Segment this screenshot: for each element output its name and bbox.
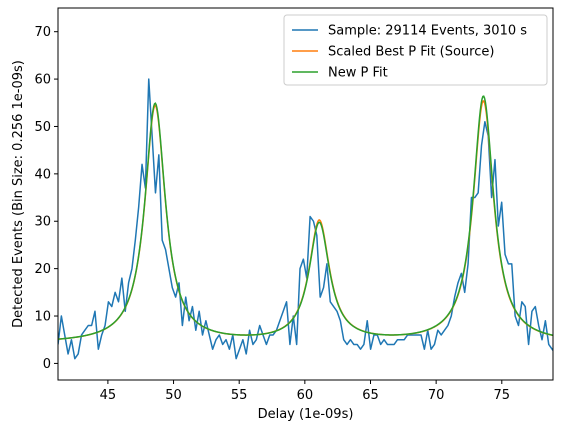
x-tick-label: 65	[362, 388, 379, 403]
x-tick-label: 60	[297, 388, 314, 403]
legend-label-sample: Sample: 29114 Events, 3010 s	[328, 24, 527, 39]
y-tick-label: 40	[34, 167, 51, 182]
y-tick-label: 0	[43, 357, 51, 372]
legend: Sample: 29114 Events, 3010 s Scaled Best…	[283, 14, 548, 86]
y-axis-label: Detected Events (Bin Size: 0.256 1e-09s)	[11, 60, 26, 328]
y-tick-label: 70	[34, 25, 51, 40]
y-tick-label: 50	[34, 120, 51, 135]
legend-label-scaled-best-fit: Scaled Best P Fit (Source)	[328, 45, 494, 60]
series-line-scaled-best-fit	[58, 99, 553, 340]
x-tick-label: 45	[100, 388, 117, 403]
plot-area	[58, 78, 553, 360]
y-tick-label: 30	[34, 215, 51, 230]
x-axis-label: Delay (1e-09s)	[258, 407, 354, 422]
x-tick-label: 75	[494, 388, 511, 403]
series-line-sample	[58, 78, 553, 360]
x-tick-label: 55	[231, 388, 248, 403]
plot-frame	[57, 7, 554, 381]
y-tick-label: 20	[34, 262, 51, 277]
legend-box	[283, 14, 548, 86]
series-line-new-fit	[58, 95, 553, 340]
x-tick-label: 50	[165, 388, 182, 403]
x-tick-label: 70	[428, 388, 445, 403]
axis-ticks: 45 50 55 60 65 70 75 0 10 20 30 40 50 60 70	[34, 25, 510, 403]
y-tick-label: 60	[34, 73, 51, 88]
legend-label-new-fit: New P Fit	[328, 66, 388, 81]
y-tick-label: 10	[34, 310, 51, 325]
